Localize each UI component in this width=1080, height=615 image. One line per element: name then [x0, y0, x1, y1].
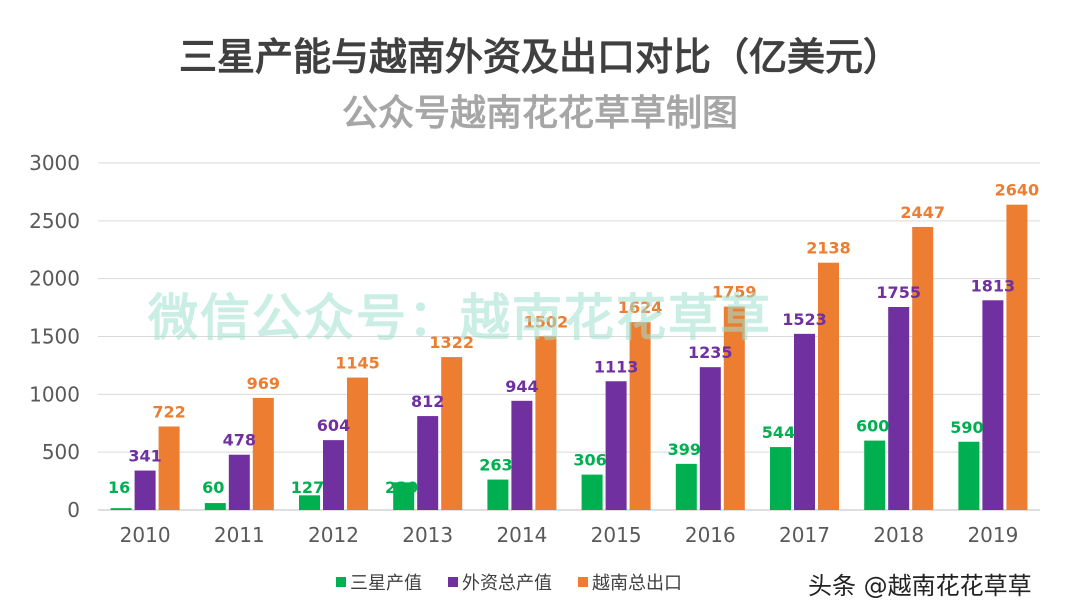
x-tick-label: 2015	[591, 523, 642, 547]
y-tick-label: 1000	[29, 382, 80, 406]
x-tick-label: 2012	[308, 523, 359, 547]
data-label: 1502	[524, 312, 569, 331]
y-tick-label: 2500	[29, 209, 80, 233]
legend-item-fdi: 外资总产值	[448, 569, 552, 595]
bar	[581, 474, 603, 510]
data-label: 1759	[712, 283, 757, 302]
bar	[723, 306, 745, 510]
data-label: 478	[223, 431, 256, 450]
data-label: 969	[247, 374, 280, 393]
data-label: 1755	[876, 283, 921, 302]
bar	[204, 503, 226, 510]
data-label: 544	[762, 423, 795, 442]
data-label: 722	[152, 402, 185, 421]
bar	[1006, 204, 1028, 510]
data-label: 1145	[335, 354, 380, 373]
x-tick-label: 2016	[685, 523, 736, 547]
data-label: 2138	[806, 239, 851, 258]
bar	[441, 357, 463, 510]
data-label: 1813	[971, 276, 1016, 295]
data-label: 16	[108, 478, 130, 497]
axes: 0 500 1000 1500 2000 2500 3000 2010 2011 2012 2013…	[29, 151, 1018, 547]
y-tick-label: 3000	[29, 151, 80, 175]
data-label: 2640	[995, 181, 1040, 200]
bar	[252, 397, 274, 510]
bar	[699, 367, 721, 510]
y-tick-label: 500	[42, 440, 80, 464]
bar	[912, 226, 934, 510]
legend-item-export: 越南总出口	[578, 569, 682, 595]
legend-item-samsung: 三星产值	[336, 569, 422, 595]
x-tick-label: 2019	[967, 523, 1018, 547]
bar	[794, 333, 815, 510]
data-label: 600	[856, 417, 889, 436]
legend-label-fdi: 外资总产值	[462, 573, 552, 594]
bar	[299, 495, 320, 510]
bar	[110, 508, 132, 510]
bar	[818, 262, 839, 510]
data-label: 1235	[688, 343, 733, 362]
bar	[605, 381, 627, 510]
bar	[347, 377, 368, 510]
x-tick-label: 2010	[120, 523, 171, 547]
data-label: 239	[385, 478, 418, 497]
bar	[487, 479, 509, 510]
bar	[675, 463, 697, 510]
legend-swatch-samsung	[336, 577, 346, 587]
bar	[417, 416, 439, 510]
bar	[323, 440, 344, 510]
bar	[158, 426, 180, 510]
bar	[982, 300, 1004, 510]
data-label: 812	[411, 392, 444, 411]
bars	[110, 204, 1028, 510]
data-label: 944	[505, 377, 538, 396]
bar	[958, 441, 980, 510]
x-tick-label: 2014	[496, 523, 547, 547]
legend-label-samsung: 三星产值	[350, 573, 422, 594]
bar	[134, 470, 156, 510]
bar	[629, 322, 651, 510]
data-label: 1624	[618, 298, 663, 317]
bar	[888, 307, 910, 510]
data-label: 341	[128, 447, 161, 466]
data-label: 604	[317, 416, 350, 435]
bar	[535, 336, 557, 510]
data-label: 127	[291, 478, 324, 497]
bar	[770, 447, 791, 510]
data-label: 263	[479, 456, 512, 475]
chart-subtitle: 公众号越南花花草草制图	[341, 93, 738, 134]
bar	[511, 400, 533, 510]
data-label: 399	[668, 440, 701, 459]
bar	[393, 482, 415, 510]
data-label: 1523	[782, 310, 827, 329]
footer-credit: 头条 @越南花花草草	[808, 572, 1032, 600]
legend-swatch-export	[578, 577, 588, 587]
legend-swatch-fdi	[448, 577, 458, 587]
bar	[864, 440, 886, 510]
data-label: 306	[573, 451, 606, 470]
data-labels: 16 60 127 239 263 306 399 544 600 590 341 478 604 812…	[108, 181, 1039, 497]
chart-legend: 三星产值 外资总产值 越南总出口	[336, 570, 682, 594]
bar	[228, 454, 250, 510]
data-label: 590	[950, 418, 983, 437]
legend-label-export: 越南总出口	[592, 573, 682, 594]
data-label: 1113	[594, 357, 639, 376]
x-tick-label: 2013	[402, 523, 453, 547]
y-tick-label: 0	[67, 498, 80, 522]
y-tick-label: 1500	[29, 325, 80, 349]
data-label: 2447	[900, 203, 945, 222]
x-tick-label: 2011	[214, 523, 265, 547]
data-label: 60	[202, 478, 224, 497]
x-tick-label: 2018	[873, 523, 924, 547]
data-label: 1322	[429, 333, 474, 352]
x-tick-label: 2017	[779, 523, 830, 547]
y-tick-label: 2000	[29, 267, 80, 291]
chart-title: 三星产能与越南外资及出口对比（亿美元）	[178, 35, 901, 79]
